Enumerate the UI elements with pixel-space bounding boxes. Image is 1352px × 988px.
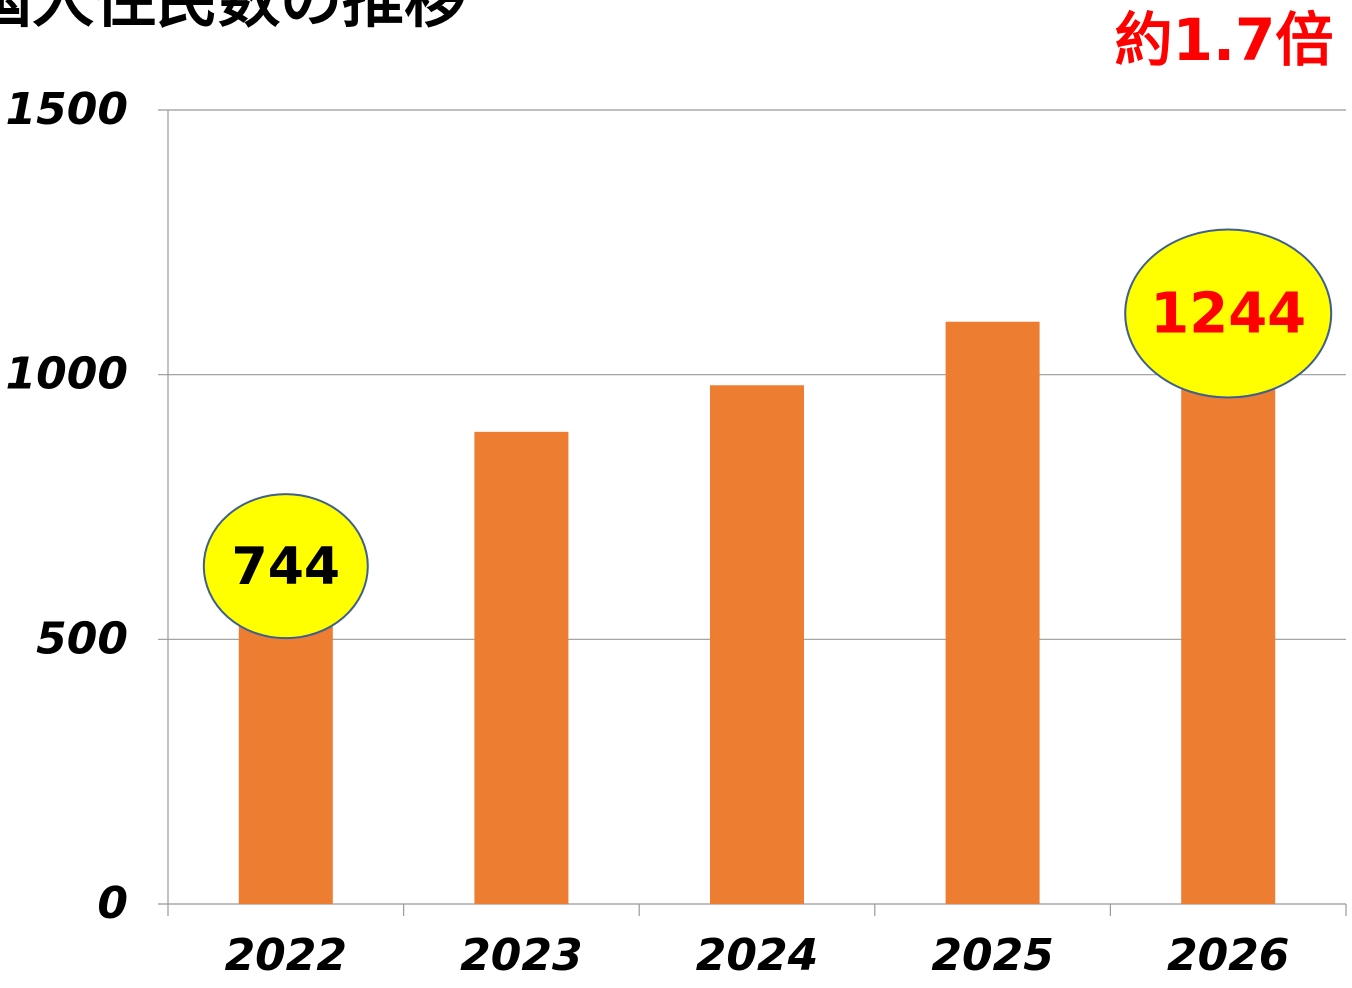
annotation: 約1.7倍: [1115, 6, 1334, 74]
x-tick-label: 2022: [225, 930, 347, 981]
y-tick-label: 0: [97, 878, 128, 929]
label-bubble: [202, 493, 369, 640]
y-tick-label: 1000: [6, 349, 128, 400]
x-tick-label: 2025: [931, 930, 1053, 981]
x-tick-label: 2026: [1167, 930, 1289, 981]
data-label: 1244: [1150, 282, 1306, 347]
y-tick-label: 500: [36, 613, 128, 664]
y-tick-label: 1500: [6, 84, 128, 135]
bar: [474, 431, 569, 904]
bar: [710, 385, 804, 905]
x-tick-label: 2024: [696, 930, 818, 981]
bar: [945, 321, 1040, 904]
x-tick-label: 2023: [460, 930, 582, 981]
label-bubble: [1124, 228, 1333, 399]
data-label: 744: [232, 537, 341, 597]
chart-title: 国人住民数の推移: [0, 0, 466, 36]
